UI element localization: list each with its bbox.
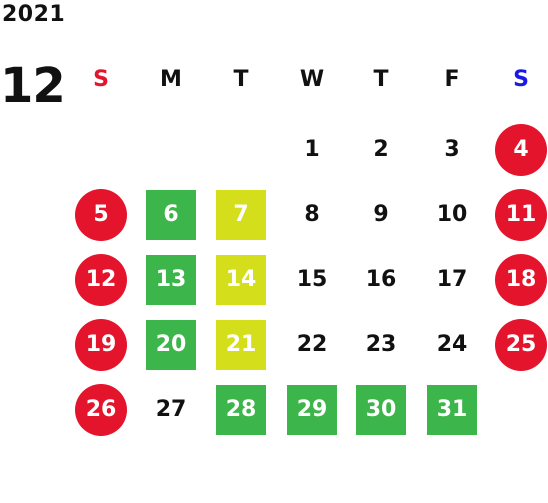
- weekday-5: F: [444, 67, 460, 92]
- day-cell-19[interactable]: 19: [75, 319, 127, 371]
- day-cell-30[interactable]: 30: [356, 385, 406, 435]
- day-cell-25[interactable]: 25: [495, 319, 547, 371]
- day-cell-10[interactable]: 10: [436, 202, 468, 227]
- day-cell-28[interactable]: 28: [216, 385, 266, 435]
- day-cell-3[interactable]: 3: [444, 137, 460, 162]
- day-cell-27[interactable]: 27: [155, 397, 187, 422]
- weekday-1: M: [160, 67, 182, 92]
- day-cell-16[interactable]: 16: [365, 267, 397, 292]
- day-cell-23[interactable]: 23: [365, 332, 397, 357]
- day-cell-17[interactable]: 17: [436, 267, 468, 292]
- day-cell-9[interactable]: 9: [373, 202, 389, 227]
- day-cell-6[interactable]: 6: [146, 190, 196, 240]
- day-cell-11[interactable]: 11: [495, 189, 547, 241]
- day-cell-20[interactable]: 20: [146, 320, 196, 370]
- day-cell-24[interactable]: 24: [436, 332, 468, 357]
- weekday-0: S: [93, 67, 109, 92]
- weekday-4: T: [373, 67, 389, 92]
- year-label: 2021: [2, 2, 66, 27]
- day-cell-4[interactable]: 4: [495, 124, 547, 176]
- day-cell-26[interactable]: 26: [75, 384, 127, 436]
- day-cell-21[interactable]: 21: [216, 320, 266, 370]
- day-cell-2[interactable]: 2: [373, 137, 389, 162]
- month-label: 12: [0, 58, 66, 114]
- day-cell-13[interactable]: 13: [146, 255, 196, 305]
- weekday-2: T: [233, 67, 249, 92]
- day-cell-22[interactable]: 22: [296, 332, 328, 357]
- day-cell-14[interactable]: 14: [216, 255, 266, 305]
- day-cell-15[interactable]: 15: [296, 267, 328, 292]
- day-cell-18[interactable]: 18: [495, 254, 547, 306]
- weekday-6: S: [513, 67, 529, 92]
- day-cell-8[interactable]: 8: [304, 202, 320, 227]
- day-cell-7[interactable]: 7: [216, 190, 266, 240]
- day-cell-29[interactable]: 29: [287, 385, 337, 435]
- day-cell-1[interactable]: 1: [304, 137, 320, 162]
- day-cell-5[interactable]: 5: [75, 189, 127, 241]
- day-cell-31[interactable]: 31: [427, 385, 477, 435]
- day-cell-12[interactable]: 12: [75, 254, 127, 306]
- weekday-3: W: [299, 67, 325, 92]
